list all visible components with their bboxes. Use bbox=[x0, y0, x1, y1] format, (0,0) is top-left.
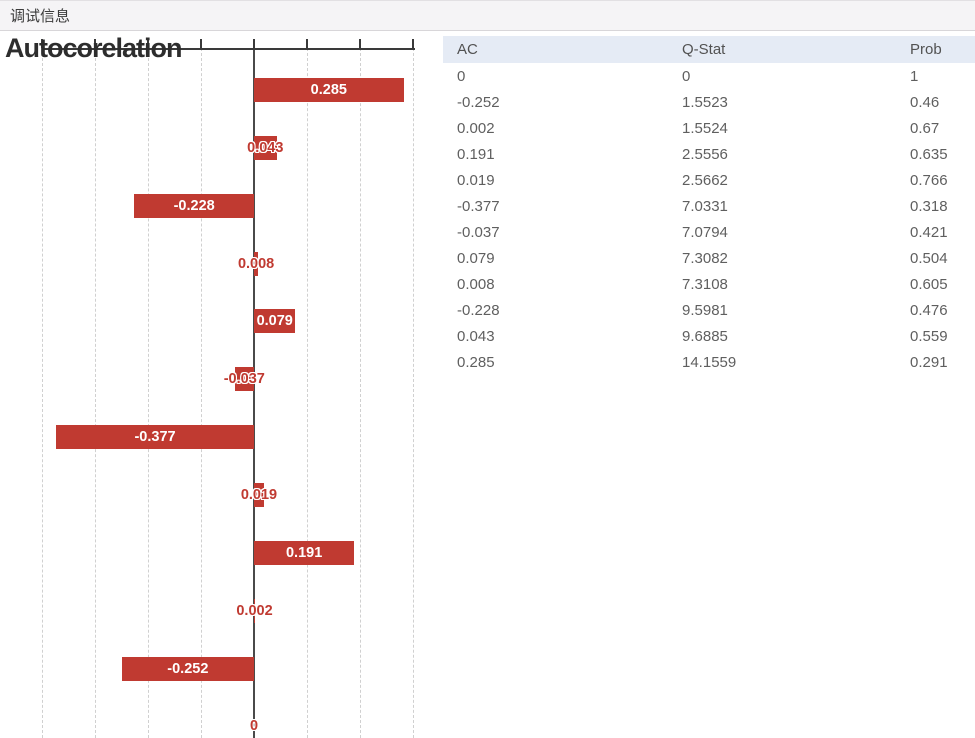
axis-tick bbox=[147, 39, 149, 48]
axis-tick bbox=[253, 39, 255, 48]
axis-tick bbox=[200, 39, 202, 48]
table-cell: -0.377 bbox=[457, 197, 500, 215]
table-cell: 2.5662 bbox=[682, 171, 728, 189]
table-cell: 0.019 bbox=[457, 171, 495, 189]
table-cell: 0.008 bbox=[457, 275, 495, 293]
table-cell: 2.5556 bbox=[682, 145, 728, 163]
bar[interactable] bbox=[234, 367, 254, 392]
table-cell: 0 bbox=[682, 67, 691, 85]
axis-tick bbox=[306, 39, 308, 48]
axis-tick bbox=[94, 39, 96, 48]
bar-value-label: -0.037 bbox=[223, 371, 265, 388]
table-cell: -0.037 bbox=[457, 223, 500, 241]
bar-value-label: -0.252 bbox=[167, 660, 209, 677]
debug-panel-title: 调试信息 bbox=[10, 8, 71, 25]
table-cell: 7.0331 bbox=[682, 197, 728, 215]
table-cell: 0.635 bbox=[910, 145, 948, 163]
gridline bbox=[148, 48, 149, 738]
table-cell: -0.252 bbox=[457, 93, 500, 111]
gridline bbox=[307, 48, 308, 738]
table-row[interactable]: 0.019 2.5662 0.766 bbox=[443, 167, 975, 193]
bar[interactable] bbox=[121, 656, 254, 681]
axis-tick bbox=[41, 39, 43, 48]
gridline bbox=[360, 48, 361, 738]
table-row[interactable]: 0.043 9.6885 0.559 bbox=[443, 323, 975, 349]
table-cell: 0.67 bbox=[910, 119, 940, 137]
table-cell: 0.291 bbox=[910, 353, 948, 371]
table-row[interactable]: -0.377 7.0331 0.318 bbox=[443, 193, 975, 219]
column-header-prob[interactable]: Prob bbox=[910, 41, 942, 58]
column-header-ac[interactable]: AC bbox=[457, 41, 478, 58]
bar[interactable] bbox=[254, 540, 355, 565]
table-cell: 0.079 bbox=[457, 249, 495, 267]
bar-value-label: 0.043 bbox=[247, 139, 284, 156]
bar-value-label: 0.008 bbox=[237, 255, 275, 272]
bar[interactable] bbox=[254, 482, 264, 507]
table-cell: 0.605 bbox=[910, 275, 948, 293]
axis-tick bbox=[412, 39, 414, 48]
bar[interactable] bbox=[254, 309, 296, 334]
bar[interactable] bbox=[254, 598, 256, 623]
bar[interactable] bbox=[254, 251, 259, 276]
gridline bbox=[42, 48, 43, 738]
table-row[interactable]: 0.285 14.1559 0.291 bbox=[443, 349, 975, 375]
table-cell: 0.285 bbox=[457, 353, 495, 371]
table-cell: 7.3082 bbox=[682, 249, 728, 267]
table-cell: 14.1559 bbox=[682, 353, 737, 371]
bar-value-label: 0.079 bbox=[256, 313, 293, 330]
stats-table: AC Q-Stat Prob 0 0 1 -0.252 1.5523 0.46 0.002 1.5… bbox=[443, 36, 975, 375]
axis-tick bbox=[359, 39, 361, 48]
table-row[interactable]: 0.079 7.3082 0.504 bbox=[443, 245, 975, 271]
table-cell: 7.3108 bbox=[682, 275, 728, 293]
table-cell: 0.421 bbox=[910, 223, 948, 241]
bar-value-label: 0.002 bbox=[236, 602, 273, 619]
bar-value-label: -0.377 bbox=[134, 429, 176, 446]
table-cell: 0.46 bbox=[910, 93, 940, 111]
table-cell: -0.228 bbox=[457, 301, 500, 319]
bar[interactable] bbox=[254, 78, 404, 102]
chart-title: Autocorelation bbox=[5, 33, 183, 63]
bar[interactable] bbox=[134, 193, 254, 218]
table-row[interactable]: 0 0 1 bbox=[443, 63, 975, 89]
stats-table-body: 0 0 1 -0.252 1.5523 0.46 0.002 1.5524 0.67 0.191 2… bbox=[443, 63, 975, 375]
debug-panel-header: 调试信息 bbox=[0, 0, 975, 31]
bar-value-label: 0.191 bbox=[285, 544, 323, 561]
table-cell: 9.6885 bbox=[682, 327, 728, 345]
table-cell: 0.191 bbox=[457, 145, 495, 163]
table-row[interactable]: -0.228 9.5981 0.476 bbox=[443, 297, 975, 323]
table-cell: 1 bbox=[910, 67, 919, 85]
table-cell: 1.5523 bbox=[682, 93, 728, 111]
bar-value-label: 0.019 bbox=[240, 486, 278, 503]
bar-value-label: 0 bbox=[249, 718, 259, 735]
gridline bbox=[201, 48, 202, 738]
zero-axis-line bbox=[253, 48, 255, 738]
top-axis-line bbox=[42, 48, 415, 50]
bar[interactable] bbox=[254, 135, 277, 160]
table-cell: 0.766 bbox=[910, 171, 948, 189]
bar[interactable] bbox=[56, 425, 254, 450]
table-cell: 1.5524 bbox=[682, 119, 728, 137]
table-cell: 0.002 bbox=[457, 119, 495, 137]
bar-value-label: 0.285 bbox=[310, 82, 347, 98]
gridline bbox=[413, 48, 414, 738]
table-cell: 0.318 bbox=[910, 197, 948, 215]
gridline bbox=[95, 48, 96, 738]
table-cell: 0.559 bbox=[910, 327, 948, 345]
autocorrelation-chart: Autocorelation 0.285 0.043 -0.228 0.008 0.07… bbox=[0, 32, 438, 738]
table-cell: 0.043 bbox=[457, 327, 495, 345]
table-cell: 0.476 bbox=[910, 301, 948, 319]
table-row[interactable]: -0.252 1.5523 0.46 bbox=[443, 89, 975, 115]
table-row[interactable]: 0.191 2.5556 0.635 bbox=[443, 141, 975, 167]
table-cell: 0 bbox=[457, 67, 466, 85]
table-row[interactable]: -0.037 7.0794 0.421 bbox=[443, 219, 975, 245]
table-row[interactable]: 0.002 1.5524 0.67 bbox=[443, 115, 975, 141]
bar-value-label: -0.228 bbox=[173, 197, 215, 214]
table-cell: 0.504 bbox=[910, 249, 948, 267]
table-cell: 9.5981 bbox=[682, 301, 728, 319]
table-row[interactable]: 0.008 7.3108 0.605 bbox=[443, 271, 975, 297]
column-header-q-stat[interactable]: Q-Stat bbox=[682, 41, 726, 58]
stats-table-header: AC Q-Stat Prob bbox=[443, 36, 975, 63]
table-cell: 7.0794 bbox=[682, 223, 728, 241]
